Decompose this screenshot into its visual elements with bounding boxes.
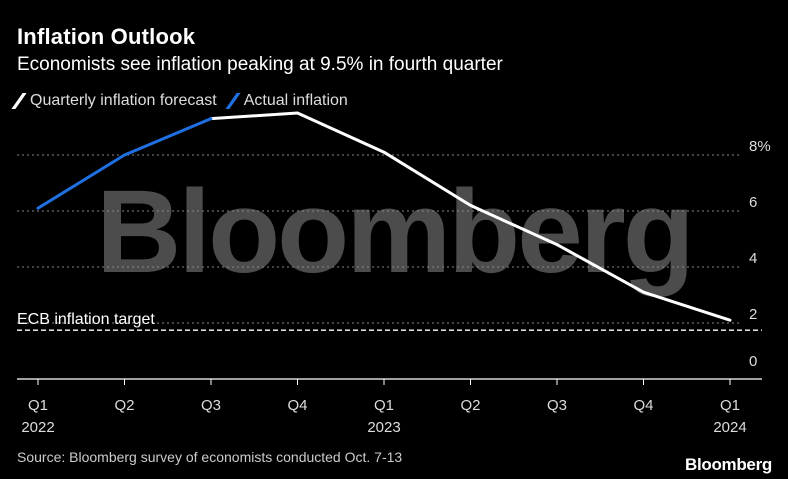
legend: Quarterly inflation forecast Actual infl… [11,92,362,110]
source-note: Source: Bloomberg survey of economists c… [17,449,403,465]
legend-item-forecast: Quarterly inflation forecast [11,92,217,110]
x-tick-label: Q2 [114,397,134,414]
y-tick-label-8: 8% [749,138,771,155]
x-tick-label: Q1 [374,397,394,414]
x-tick-label: Q3 [201,397,221,414]
forecast-inflation-line [209,111,732,322]
x-tick-year-label: 2022 [21,419,54,436]
x-tick-label: Q4 [633,397,653,414]
x-tick-label: Q4 [287,397,307,414]
chart-subtitle: Economists see inflation peaking at 9.5%… [17,54,503,75]
y-tick-label-0: 0 [749,353,757,370]
x-tick-label: Q1 [28,397,48,414]
x-tick-label: Q1 [720,397,740,414]
y-tick-label-6: 6 [749,194,757,211]
x-tick-year-label: 2023 [367,419,400,436]
legend-label-forecast: Quarterly inflation forecast [30,92,217,109]
legend-item-actual: Actual inflation [225,92,348,110]
x-tick-label: Q3 [547,397,567,414]
legend-label-actual: Actual inflation [243,92,348,109]
y-tick-label-4: 4 [749,250,757,267]
chart-title: Inflation Outlook [17,24,196,49]
x-tick-year-label: 2024 [713,419,746,436]
x-tick-label: Q2 [460,397,480,414]
watermark: Bloomberg [96,166,692,298]
y-tick-label-2: 2 [749,306,757,323]
brand-logo: Bloomberg [684,455,772,474]
actual-inflation-line [36,117,213,210]
ecb-target-label: ECB inflation target [17,311,155,328]
